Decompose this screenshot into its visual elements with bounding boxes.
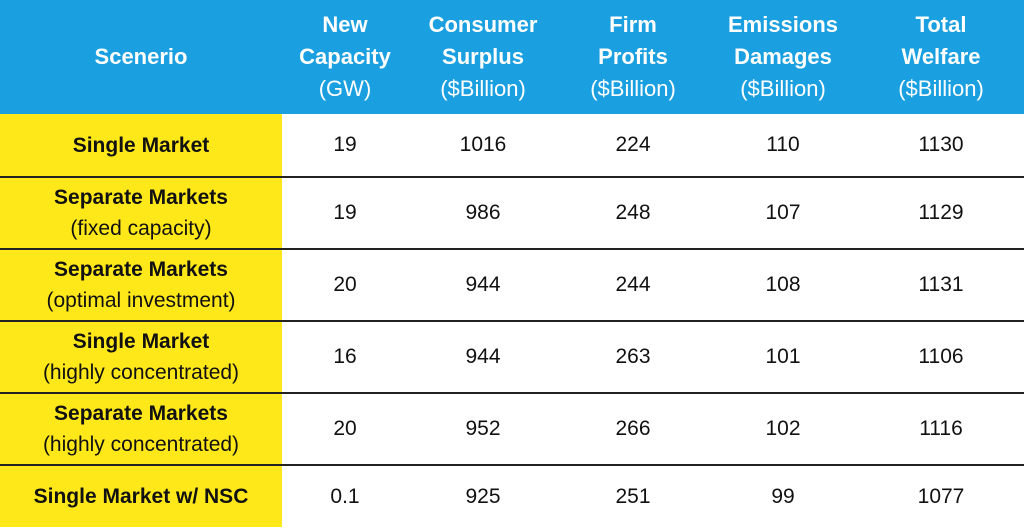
row-subtitle: (fixed capacity) <box>70 217 212 240</box>
header-unit: ($Billion) <box>440 76 526 101</box>
table-cell: 1106 <box>858 322 1024 394</box>
table-cell: 224 <box>558 114 708 178</box>
header-line: Capacity <box>299 44 391 69</box>
table-cell: 99 <box>708 466 858 527</box>
row-name: Single Market w/ NSC <box>33 485 249 508</box>
row-label-separate-markets-fixed: Separate Markets (fixed capacity) <box>0 178 282 250</box>
row-name: Separate Markets <box>54 402 228 425</box>
table-cell: 244 <box>558 250 708 322</box>
table-cell: 0.1 <box>282 466 408 527</box>
table-cell: 1129 <box>858 178 1024 250</box>
row-name: Single Market <box>72 330 210 353</box>
table-cell: 1130 <box>858 114 1024 178</box>
header-unit: ($Billion) <box>740 76 826 101</box>
header-scenario: Scenerio <box>0 0 282 114</box>
header-unit: (GW) <box>318 76 372 101</box>
table-cell: 944 <box>408 322 558 394</box>
row-subtitle: (highly concentrated) <box>42 361 240 384</box>
header-line: Emissions <box>727 12 839 37</box>
table-cell: 20 <box>282 250 408 322</box>
header-line: Profits <box>598 44 668 69</box>
header-scenario-label: Scenerio <box>94 44 188 69</box>
table-cell: 19 <box>282 114 408 178</box>
table-cell: 263 <box>558 322 708 394</box>
header-emissions-damages: Emissions Damages ($Billion) <box>708 0 858 114</box>
row-name: Separate Markets <box>54 258 228 281</box>
table-cell: 107 <box>708 178 858 250</box>
table-cell: 110 <box>708 114 858 178</box>
row-name: Separate Markets <box>54 186 228 209</box>
table-cell: 925 <box>408 466 558 527</box>
header-line: Consumer <box>428 12 538 37</box>
header-line: Total <box>915 12 967 37</box>
table-cell: 101 <box>708 322 858 394</box>
header-new-capacity: New Capacity (GW) <box>282 0 408 114</box>
row-label-single-market-nsc: Single Market w/ NSC <box>0 466 282 527</box>
table-cell: 20 <box>282 394 408 466</box>
header-line: Firm <box>609 12 657 37</box>
table-cell: 944 <box>408 250 558 322</box>
row-name: Single Market <box>72 133 210 157</box>
table-cell: 1077 <box>858 466 1024 527</box>
header-firm-profits: Firm Profits ($Billion) <box>558 0 708 114</box>
row-subtitle: (highly concentrated) <box>42 433 240 456</box>
table-cell: 266 <box>558 394 708 466</box>
row-label-separate-markets-optimal: Separate Markets (optimal investment) <box>0 250 282 322</box>
row-label-single-market-concentrated: Single Market (highly concentrated) <box>0 322 282 394</box>
table-cell: 108 <box>708 250 858 322</box>
header-total-welfare: Total Welfare ($Billion) <box>858 0 1024 114</box>
header-line: Damages <box>734 44 832 69</box>
table-cell: 248 <box>558 178 708 250</box>
table-cell: 1131 <box>858 250 1024 322</box>
row-label-single-market: Single Market <box>0 114 282 178</box>
header-line: Welfare <box>901 44 981 69</box>
table-cell: 952 <box>408 394 558 466</box>
table-cell: 16 <box>282 322 408 394</box>
header-line: Surplus <box>442 44 524 69</box>
header-unit: ($Billion) <box>590 76 676 101</box>
table-cell: 1016 <box>408 114 558 178</box>
header-unit: ($Billion) <box>898 76 984 101</box>
table-cell: 251 <box>558 466 708 527</box>
table-cell: 1116 <box>858 394 1024 466</box>
row-subtitle: (optimal investment) <box>46 289 236 312</box>
row-label-separate-markets-concentrated: Separate Markets (highly concentrated) <box>0 394 282 466</box>
table-cell: 102 <box>708 394 858 466</box>
table-cell: 19 <box>282 178 408 250</box>
header-consumer-surplus: Consumer Surplus ($Billion) <box>408 0 558 114</box>
table-cell: 986 <box>408 178 558 250</box>
header-line: New <box>322 12 368 37</box>
